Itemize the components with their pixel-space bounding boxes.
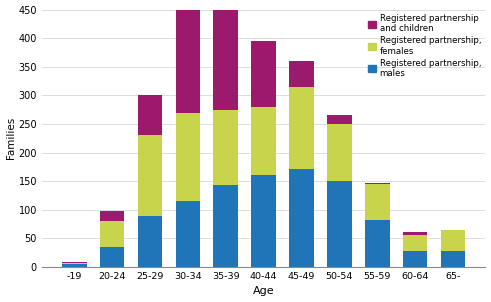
Legend: Registered partnership
and children, Registered partnership,
females, Registered: Registered partnership and children, Reg… bbox=[368, 14, 481, 78]
Bar bbox=[289, 61, 314, 87]
Bar bbox=[327, 124, 352, 181]
Bar bbox=[62, 264, 86, 267]
Bar bbox=[365, 184, 389, 220]
Bar bbox=[100, 211, 124, 221]
Bar bbox=[251, 41, 276, 107]
Bar bbox=[251, 175, 276, 267]
Bar bbox=[403, 251, 427, 267]
Bar bbox=[176, 201, 200, 267]
Bar bbox=[251, 107, 276, 175]
Bar bbox=[214, 110, 238, 185]
Bar bbox=[214, 185, 238, 267]
Bar bbox=[289, 87, 314, 169]
Bar bbox=[137, 135, 163, 216]
Bar bbox=[214, 10, 238, 110]
Bar bbox=[440, 230, 465, 251]
Bar bbox=[137, 95, 163, 135]
Bar bbox=[137, 216, 163, 267]
Bar bbox=[327, 115, 352, 124]
Bar bbox=[403, 232, 427, 235]
Bar bbox=[62, 262, 86, 263]
Bar bbox=[62, 263, 86, 264]
Bar bbox=[100, 247, 124, 267]
Bar bbox=[327, 181, 352, 267]
X-axis label: Age: Age bbox=[253, 286, 274, 297]
Bar bbox=[440, 251, 465, 267]
Bar bbox=[365, 183, 389, 184]
Bar bbox=[176, 10, 200, 113]
Bar bbox=[289, 169, 314, 267]
Bar bbox=[365, 220, 389, 267]
Bar bbox=[100, 221, 124, 247]
Bar bbox=[403, 235, 427, 251]
Y-axis label: Families: Families bbox=[5, 117, 16, 159]
Bar bbox=[176, 113, 200, 201]
